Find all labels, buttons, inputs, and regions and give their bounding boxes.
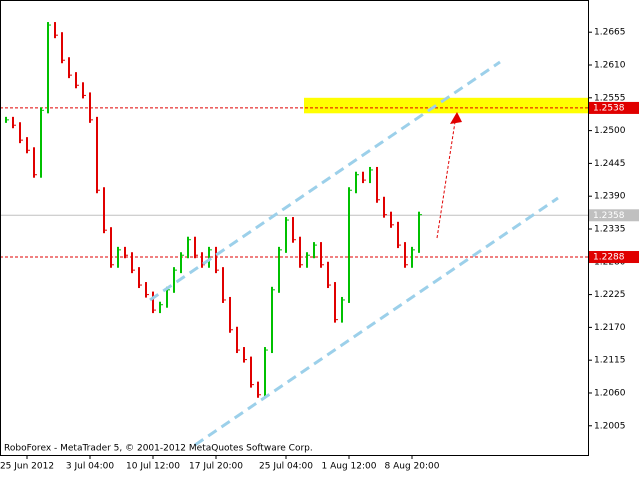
x-tick-label: 1 Aug 12:00	[322, 462, 377, 472]
price-label-box	[589, 251, 639, 264]
y-tick-label: 1.2115	[594, 356, 626, 366]
y-tick-label: 1.2170	[594, 323, 626, 333]
annotation: RoboForex - MetaTrader 5, © 2001-2012 Me…	[4, 444, 313, 454]
y-tick-label: 1.2555	[594, 93, 626, 103]
channel-lower	[194, 196, 559, 447]
x-tick-label: 25 Jul 04:00	[259, 462, 313, 472]
target-zone	[304, 97, 588, 114]
price-label-box	[589, 101, 639, 114]
x-tick-label: 10 Jul 12:00	[126, 462, 180, 472]
price-label: 1.2538	[593, 103, 625, 113]
price-label: 1.2288	[593, 253, 625, 263]
forecast-arrow	[436, 121, 456, 239]
x-tick-label: 17 Jul 20:00	[189, 462, 243, 472]
x-tick-label: 25 Jun 2012	[0, 462, 54, 472]
arrow-head	[450, 112, 462, 124]
y-tick-label: 1.2500	[594, 126, 626, 136]
price-label: 1.2358	[593, 211, 625, 221]
x-tick-label: 3 Jul 04:00	[66, 462, 115, 472]
y-tick-label: 1.2005	[594, 421, 626, 431]
y-tick-label: 1.2390	[594, 192, 626, 202]
plot-border	[0, 0, 589, 456]
y-tick-label: 1.2060	[594, 388, 626, 398]
x-tick-label: 8 Aug 20:00	[385, 462, 440, 472]
plot-area	[0, 22, 588, 398]
y-tick-label: 1.2225	[594, 290, 626, 300]
y-tick-label: 1.2335	[594, 224, 626, 234]
y-tick-label: 1.2610	[594, 61, 626, 71]
y-tick-label: 1.2665	[594, 28, 626, 38]
price-label-box	[589, 209, 639, 222]
channel-upper	[149, 60, 501, 302]
y-tick-label: 1.2445	[594, 159, 626, 169]
